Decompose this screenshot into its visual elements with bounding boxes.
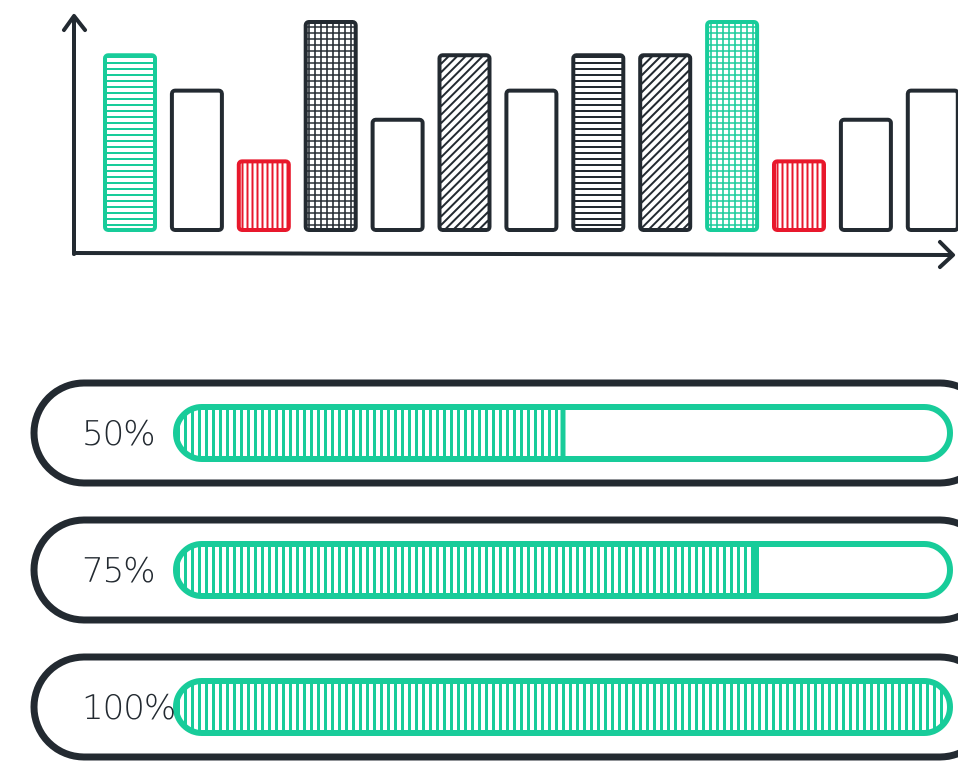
bar-5: [370, 117, 425, 232]
progress-fill: [176, 544, 757, 596]
bar-11: [772, 159, 826, 232]
bar-group: [103, 20, 958, 232]
bar-8: [571, 53, 626, 232]
bar-12: [838, 117, 893, 232]
bar-1: [103, 53, 157, 232]
progress-track: [173, 541, 953, 599]
progress-fill: [176, 681, 950, 733]
progress-track: [173, 678, 953, 736]
bar-4: [303, 20, 358, 232]
progress-row: 100%: [30, 653, 958, 761]
progress-row: 75%: [30, 516, 958, 624]
progress-label: 75%: [82, 551, 155, 591]
progress-bars: 50% 75% 100%: [30, 379, 958, 761]
progress-row: 50%: [30, 379, 958, 487]
bar-6: [437, 53, 492, 232]
y-axis-arrow-icon: [62, 14, 87, 32]
bar-7: [504, 88, 559, 232]
progress-label: 100%: [82, 688, 175, 728]
bar-13: [905, 88, 958, 232]
progress-label: 50%: [82, 414, 155, 454]
x-axis-arrow-icon: [938, 240, 955, 269]
bar-10: [705, 20, 760, 232]
progress-fill: [176, 407, 563, 459]
bar-2: [169, 88, 224, 232]
progress-track: [173, 404, 953, 462]
chart-axes: [62, 14, 955, 269]
x-axis: [72, 251, 954, 257]
bar-9: [638, 53, 693, 232]
bar-3: [236, 159, 291, 232]
